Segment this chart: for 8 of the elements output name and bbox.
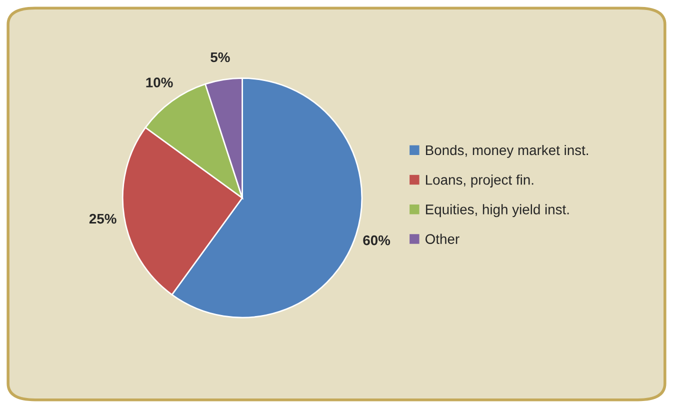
legend-label: Other (426, 234, 460, 244)
data-label: 25% (89, 214, 116, 224)
data-label: 10% (146, 78, 173, 88)
data-label: 5% (210, 52, 230, 62)
data-label: 60% (363, 235, 390, 246)
legend-label: Bonds, money market inst. (426, 144, 588, 158)
legend-label: Equities, high yield inst. (426, 204, 569, 218)
legend-label: Loans, project fin. (426, 174, 534, 188)
